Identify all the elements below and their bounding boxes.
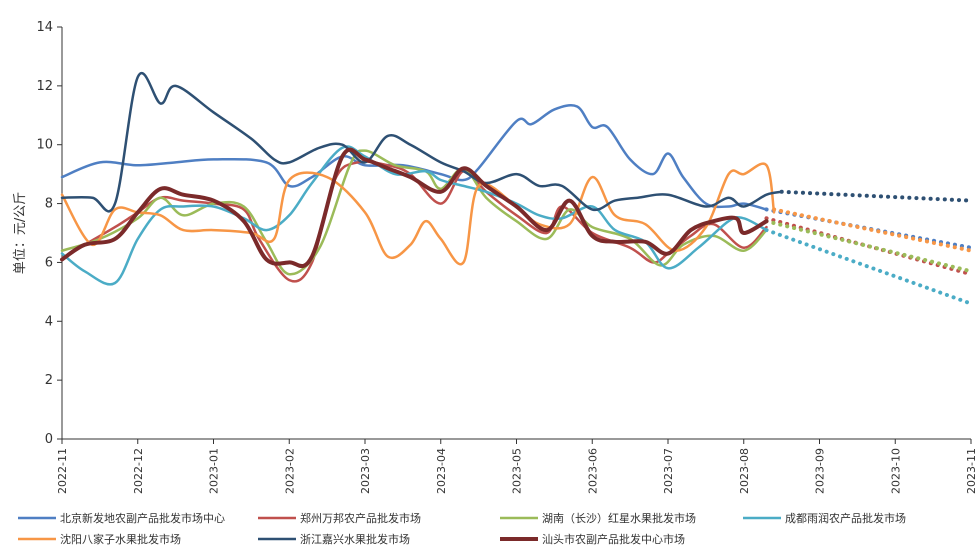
- series-4: [60, 162, 973, 266]
- series-2: [60, 149, 973, 276]
- series-6: [60, 147, 769, 269]
- legend-label: 湖南（长沙）红星水果批发市场: [542, 511, 696, 525]
- series-line: [60, 147, 769, 269]
- legend-label: 北京新发地农副产品批发市场中心: [60, 511, 225, 525]
- x-ticks: 2022-11 2022-12 2023-01 2023-02 2023-03 2023-…: [56, 439, 975, 494]
- legend-item[interactable]: 北京新发地农副产品批发市场中心: [18, 511, 225, 525]
- x-tick-label: 2023-01: [208, 448, 221, 494]
- y-tick-label: 8: [45, 197, 53, 212]
- series-line: [60, 145, 768, 286]
- series-5: [60, 72, 973, 213]
- legend-label: 浙江嘉兴水果批发市场: [300, 532, 410, 546]
- x-tick-label: 2023-09: [814, 448, 827, 494]
- legend: 北京新发地农副产品批发市场中心 郑州万邦农产品批发市场 湖南（长沙）红星水果批发市场…: [18, 511, 906, 546]
- series-forecast-line: [779, 189, 973, 203]
- legend-label: 沈阳八家子水果批发市场: [60, 532, 181, 546]
- series-forecast-line: [764, 228, 973, 306]
- x-tick-label: 2023-06: [586, 448, 599, 494]
- y-tick-label: 10: [36, 138, 53, 153]
- x-tick-label: 2023-08: [738, 448, 751, 494]
- y-tick-label: 6: [45, 255, 53, 270]
- y-tick-label: 2: [45, 373, 53, 388]
- series-3: [60, 145, 973, 306]
- y-tick-label: 14: [36, 20, 53, 35]
- x-tick-label: 2023-04: [435, 448, 448, 494]
- series-forecast-line: [764, 207, 973, 250]
- x-tick-label: 2023-02: [283, 448, 296, 494]
- x-tick-label: 2023-03: [359, 448, 372, 494]
- series-0: [60, 104, 973, 250]
- axes: [61, 27, 971, 440]
- x-tick-label: 2022-12: [132, 448, 145, 494]
- series-line: [60, 104, 768, 211]
- legend-item[interactable]: 湖南（长沙）红星水果批发市场: [500, 511, 696, 525]
- series-forecast-line: [764, 219, 973, 274]
- x-tick-label: 2022-11: [56, 448, 69, 494]
- x-tick-label: 2023-07: [662, 448, 675, 494]
- y-tick-label: 4: [45, 314, 53, 329]
- legend-item[interactable]: 沈阳八家子水果批发市场: [18, 532, 181, 546]
- x-tick-label: 2023-11: [965, 448, 975, 494]
- y-ticks: 0 2 4 6 8 10 12 14: [36, 20, 62, 447]
- legend-label: 汕头市农副产品批发中心市场: [542, 532, 685, 546]
- series: [60, 72, 973, 306]
- legend-item[interactable]: 汕头市农副产品批发中心市场: [500, 532, 685, 546]
- series-line: [60, 149, 768, 276]
- y-axis-label: 单位：元/公斤: [13, 192, 28, 274]
- legend-item[interactable]: 成都雨润农产品批发市场: [743, 511, 906, 525]
- x-tick-label: 2023-05: [511, 448, 524, 494]
- series-line: [60, 162, 776, 266]
- y-tick-label: 0: [45, 432, 53, 447]
- legend-label: 郑州万邦农产品批发市场: [300, 511, 421, 525]
- legend-label: 成都雨润农产品批发市场: [785, 511, 906, 525]
- x-tick-label: 2023-10: [889, 448, 902, 494]
- series-forecast-line: [772, 207, 973, 253]
- series-line: [60, 72, 783, 213]
- legend-item[interactable]: 郑州万邦农产品批发市场: [258, 511, 421, 525]
- y-tick-label: 12: [36, 79, 53, 94]
- legend-item[interactable]: 浙江嘉兴水果批发市场: [258, 532, 410, 546]
